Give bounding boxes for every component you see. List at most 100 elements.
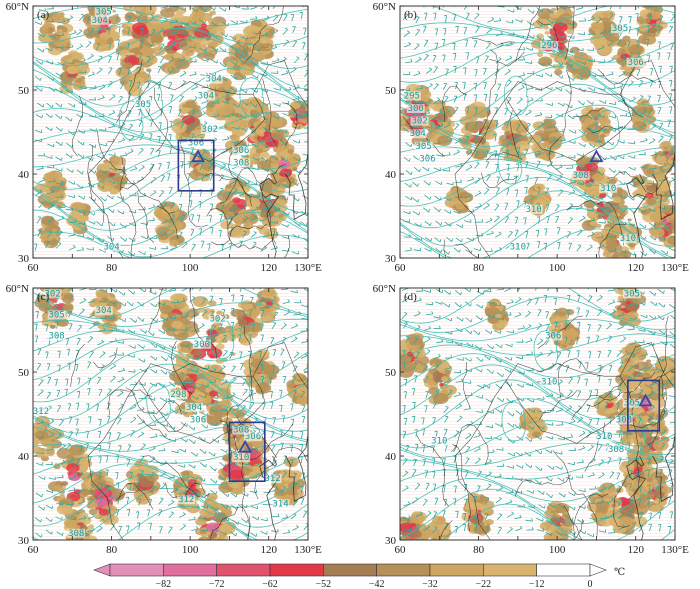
contour-label: 308 [233,159,249,169]
contour-label: 310 [431,436,447,446]
contour-label: 300 [408,104,424,114]
longitude-tick-label: 130°E [661,262,689,274]
contour-label: 304 [92,16,108,26]
contour-label: 305 [48,310,64,320]
map-frame [32,287,309,541]
station-triangle-marker [589,149,604,163]
map-field: 296 305 306 295 300 302 304 305 306 308 310 310 310 3… [400,6,675,258]
latitude-tick-label: 60°N [373,283,396,295]
colorbar-low-end [93,563,111,577]
country-boundaries [402,6,675,258]
study-region-box [627,379,661,432]
contour-label: 310 [525,205,541,215]
colorbar-tick-label: −32 [422,579,438,589]
contour-label: 308 [68,529,84,539]
contour-label: 310 [510,243,526,253]
longitude-tick-label: 130°E [294,262,322,274]
colorbar-tick-label: −12 [529,579,545,589]
axis-ticks: 60 80 100 120 130°E 30 40 50 60°N [373,283,689,556]
contour-label: 306 [628,58,644,68]
colorbar-tick-label: −82 [156,579,172,589]
colorbar-bin [536,563,591,577]
contour-label: 305 [135,100,151,110]
map-field: 305 306 310 305 308 310 308 310 [400,288,675,540]
study-region-box [177,139,215,192]
latitude-tick-label: 40 [385,451,397,463]
contour-label: 308 [616,415,632,425]
study-region-box [228,421,266,482]
station-triangle-marker [638,393,653,407]
contour-label: 306 [419,154,435,164]
coastline [652,152,675,221]
axis-ticks: 60 80 100 120 130°E 30 40 50 60°N [373,1,689,274]
latitude-tick-label: 60°N [6,283,29,295]
contour-label: 308 [573,171,589,181]
colorbar-tick-label: −62 [262,579,278,589]
colorbar-bin [376,563,431,577]
longitude-tick-label: 120 [627,544,644,556]
axis-ticks: 60 80 100 120 130°E 30 40 50 60°N [6,1,322,274]
latitude-tick-label: 30 [385,253,397,265]
isentrope-contours [33,288,308,540]
colorbar-bin [323,563,377,577]
latitude-tick-label: 50 [385,367,397,379]
latitude-tick-label: 60°N [373,1,396,13]
contour-label: 305 [624,289,640,299]
contour-label: 302 [209,315,225,325]
longitude-tick-label: 100 [549,544,566,556]
contour-label: 306 [245,432,261,442]
contour-label: 305 [96,7,112,17]
longitude-tick-label: 120 [260,544,277,556]
contour-label: 304 [410,129,426,139]
colorbar: −82 −72 −62 −52 −42 −32 −22 −12 0 ℃ [93,563,625,589]
contour-label: 310 [596,432,612,442]
contour-label: 298 [170,390,186,400]
contour-label: 295 [404,91,420,101]
colorbar-high-end [589,563,607,577]
station-triangle-marker [238,439,253,453]
colorbar-bin [483,563,537,577]
contour-label: 296 [541,41,557,51]
contour-label: 310 [541,378,557,388]
colorbar-tick-label: −52 [316,579,332,589]
contour-label: 305 [624,399,640,409]
coastline [626,455,647,540]
contour-label: 306 [233,146,249,156]
contour-label: 306 [545,331,561,341]
axis-ticks: 60 80 100 120 130°E 30 40 50 60°N [6,283,322,556]
contour-label: 314 [272,499,288,509]
map-panel-d: 305 306 310 305 308 310 308 310 60 80 100 120 130°E 3… [373,283,689,556]
latitude-tick-label: 40 [385,169,397,181]
longitude-tick-label: 130°E [661,544,689,556]
panel-label: (a) [37,9,50,21]
map-frame [32,5,309,259]
isentrope-contours [33,6,308,258]
contour-label: 304 [186,403,202,413]
longitude-tick-label: 100 [182,262,199,274]
latitude-tick-label: 30 [385,535,397,547]
longitude-tick-label: 130°E [294,544,322,556]
panel-label: (c) [37,291,50,303]
longitude-tick-label: 60 [28,544,40,556]
latitude-tick-label: 30 [18,253,30,265]
contour-label: 302 [202,125,218,135]
map-field: 3023043053083023002983043063063083103123… [33,288,308,540]
colorbar-tick-label: −42 [369,579,385,589]
contour-label: 305 [415,142,431,152]
colorbar-bin [216,563,271,577]
colorbar-tick-label: −72 [209,579,225,589]
contour-label: 306 [188,138,204,148]
contour-label: 310 [600,184,616,194]
longitude-tick-label: 60 [395,262,407,274]
contour-labels: 305 306 310 305 308 310 308 310 [430,289,641,455]
contour-label: 304 [96,306,112,316]
coastline [626,173,647,258]
coastline [285,152,308,221]
colorbar-bin [429,563,484,577]
contour-labels: 296 305 306 295 300 302 304 305 306 308 310 310 310 3… [402,24,645,253]
contour-label: 306 [190,415,206,425]
